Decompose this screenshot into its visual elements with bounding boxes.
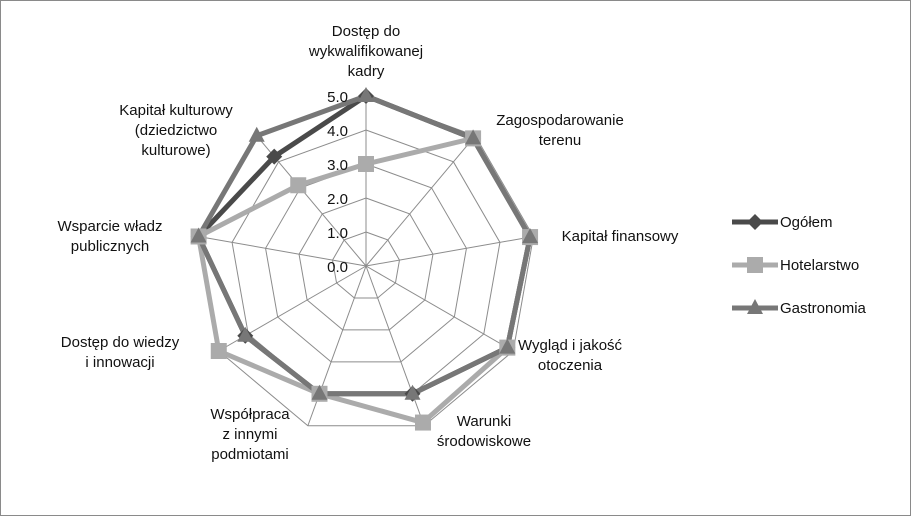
spoke (365, 265, 425, 426)
r-tick-label: 4.0 (327, 123, 348, 140)
grid-ring (265, 163, 467, 363)
category-label: Dostęp do wiedzy i innowacji (60, 334, 180, 371)
legend-label: Hotelarstwo (780, 257, 859, 274)
category-label: Wygląd i jakość otoczenia (517, 337, 623, 374)
r-tick-label: 0.0 (327, 259, 348, 276)
marker (237, 326, 254, 342)
marker (414, 414, 431, 431)
spoke (365, 265, 514, 352)
category-label: Kapitał kulturowy (dziedzictwo kulturowe… (119, 102, 233, 159)
category-label: Zagospodarowanie terenu (496, 112, 624, 149)
marker (248, 126, 265, 142)
r-tick-label: 5.0 (327, 89, 348, 106)
legend-label: Ogółem (780, 214, 833, 231)
grid-ring (331, 231, 401, 299)
marker (747, 299, 763, 314)
spoke (198, 235, 367, 267)
marker (404, 384, 421, 400)
category-label: Kapitał finansowy (561, 228, 679, 245)
legend-label: Gastronomia (780, 300, 867, 317)
marker (311, 384, 328, 400)
marker (499, 338, 516, 354)
spoke (365, 135, 476, 267)
marker (210, 343, 227, 359)
category-label: Wsparcie władz publicznych (57, 218, 163, 255)
category-label: Dostęp do wykwalifikowanej kadry (308, 23, 424, 80)
category-label: Warunki środowiskowe (436, 413, 532, 450)
spoke (365, 235, 534, 267)
marker (465, 129, 482, 145)
marker (358, 156, 374, 172)
grid-ring (298, 197, 434, 331)
marker (266, 148, 283, 165)
marker (522, 228, 539, 244)
r-tick-label: 2.0 (327, 191, 348, 208)
marker (747, 214, 763, 230)
marker (290, 177, 307, 194)
category-label: Współpraca z innymi podmiotami (210, 406, 290, 463)
marker (747, 257, 763, 273)
marker (358, 87, 374, 102)
r-tick-label: 3.0 (327, 157, 348, 174)
r-tick-label: 1.0 (327, 225, 348, 242)
marker (190, 227, 207, 243)
series-line (196, 93, 533, 397)
